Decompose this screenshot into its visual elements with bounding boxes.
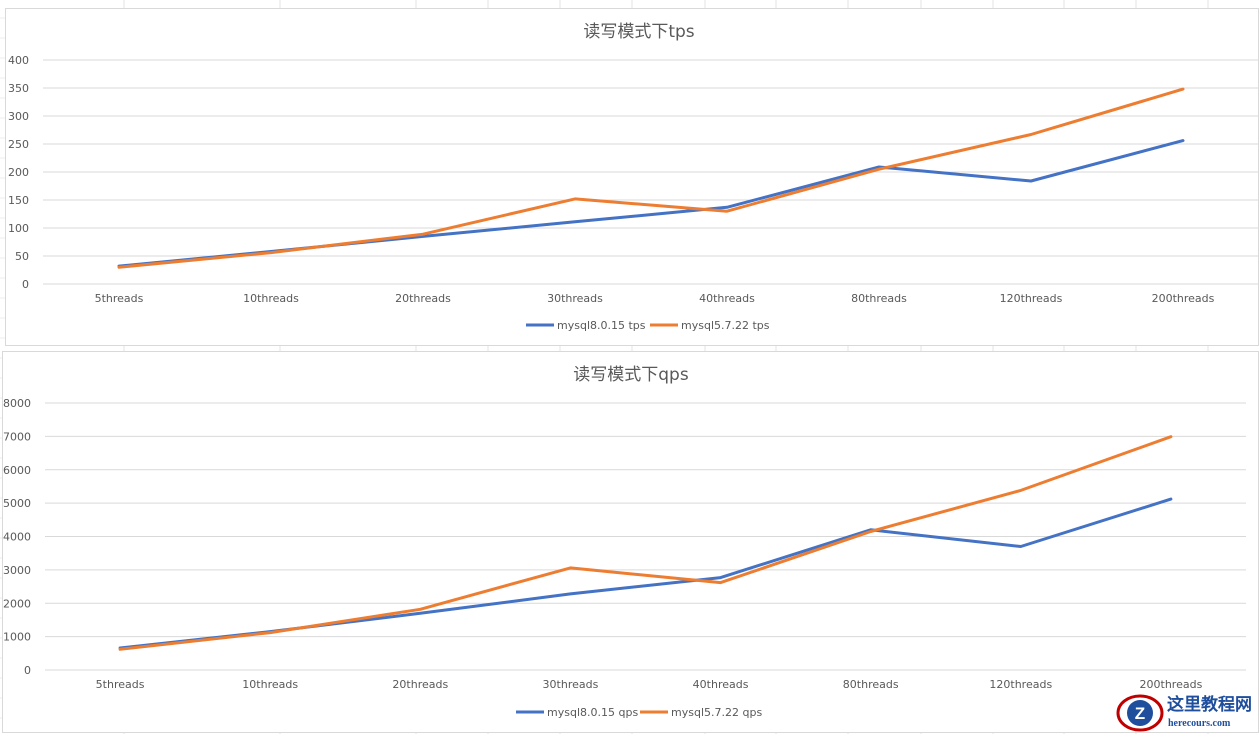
qps-y-tick-label: 0 <box>24 664 31 677</box>
watermark-logo-letter: Z <box>1135 704 1145 723</box>
qps-x-tick-label: 200threads <box>1140 678 1203 691</box>
qps-y-tick-label: 7000 <box>3 430 31 443</box>
tps-y-tick-label: 150 <box>8 194 29 207</box>
qps-series-line-1[interactable] <box>118 497 1173 650</box>
qps-y-tick-label: 3000 <box>3 564 31 577</box>
site-watermark: Z 这里教程网 herecours.com <box>1110 688 1259 734</box>
tps-y-tick-label: 200 <box>8 166 29 179</box>
qps-y-tick-label: 1000 <box>3 631 31 644</box>
qps-x-tick-label: 40threads <box>693 678 749 691</box>
tps-series-line-1[interactable] <box>117 139 1185 268</box>
tps-y-tick-label: 50 <box>15 250 29 263</box>
qps-title: 读写模式下qps <box>573 365 689 385</box>
tps-y-tick-label: 400 <box>8 54 29 67</box>
qps-x-tick-label: 20threads <box>392 678 448 691</box>
watermark-en-text: herecours.com <box>1168 718 1231 729</box>
tps-legend-label-1: mysql8.0.15 tps <box>557 319 646 332</box>
qps-y-tick-label: 4000 <box>3 531 31 544</box>
qps-x-tick-label: 120threads <box>989 678 1052 691</box>
tps-y-tick-label: 350 <box>8 82 29 95</box>
qps-chart[interactable]: 读写模式下qps 0 1000 2000 3000 4000 5000 6000 7000 800… <box>2 351 1259 733</box>
qps-y-tick-label: 2000 <box>3 597 31 610</box>
tps-y-tick-label: 300 <box>8 110 29 123</box>
qps-x-tick-label: 5threads <box>96 678 145 691</box>
qps-y-tick-label: 8000 <box>3 397 31 410</box>
watermark-logo-icon: Z 这里教程网 herecours.com <box>1116 694 1252 732</box>
qps-y-tick-label: 6000 <box>3 464 31 477</box>
tps-chart-plot: 读写模式下tps 0 50 100 150 200 250 300 350 400 5threads… <box>8 22 1258 332</box>
tps-x-tick-label: 120threads <box>1000 292 1063 305</box>
qps-legend-label-2: mysql5.7.22 qps <box>671 706 762 719</box>
tps-x-tick-label: 30threads <box>547 292 603 305</box>
tps-x-tick-label: 200threads <box>1152 292 1215 305</box>
tps-x-tick-label: 80threads <box>851 292 907 305</box>
qps-series-line-2[interactable] <box>118 435 1173 651</box>
watermark-cn-text: 这里教程网 <box>1167 694 1252 715</box>
tps-legend-label-2: mysql5.7.22 tps <box>681 319 770 332</box>
tps-x-tick-label: 10threads <box>243 292 299 305</box>
qps-x-tick-label: 10threads <box>242 678 298 691</box>
tps-chart[interactable]: 读写模式下tps 0 50 100 150 200 250 300 350 400 5threads… <box>5 8 1259 346</box>
tps-series-line-2[interactable] <box>117 87 1185 269</box>
tps-y-tick-label: 0 <box>22 278 29 291</box>
qps-legend-label-1: mysql8.0.15 qps <box>547 706 638 719</box>
qps-y-tick-label: 5000 <box>3 497 31 510</box>
tps-x-tick-label: 5threads <box>95 292 144 305</box>
qps-chart-plot: 读写模式下qps 0 1000 2000 3000 4000 5000 6000 7000 800… <box>3 365 1246 719</box>
qps-x-tick-label: 80threads <box>843 678 899 691</box>
tps-x-tick-label: 20threads <box>395 292 451 305</box>
tps-y-tick-label: 250 <box>8 138 29 151</box>
tps-title: 读写模式下tps <box>583 22 694 42</box>
tps-x-tick-label: 40threads <box>699 292 755 305</box>
tps-y-tick-label: 100 <box>8 222 29 235</box>
qps-x-tick-label: 30threads <box>543 678 599 691</box>
